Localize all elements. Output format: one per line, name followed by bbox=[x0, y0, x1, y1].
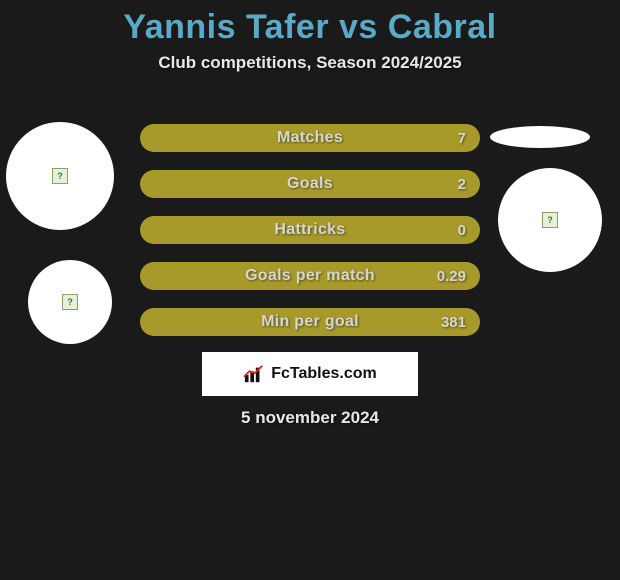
player1-avatar-small: ? bbox=[28, 260, 112, 344]
stat-bar: Min per goal 381 bbox=[140, 308, 480, 336]
stat-bar: Goals per match 0.29 bbox=[140, 262, 480, 290]
stat-bar-label: Matches bbox=[277, 129, 343, 147]
placeholder-icon: ? bbox=[52, 168, 68, 184]
logo-text: FcTables.com bbox=[271, 365, 377, 383]
logo-box: FcTables.com bbox=[202, 352, 418, 396]
stat-bar-value: 0.29 bbox=[437, 268, 466, 285]
stat-bar-value: 0 bbox=[458, 222, 466, 239]
stat-bar: Goals 2 bbox=[140, 170, 480, 198]
stat-bar-label: Hattricks bbox=[274, 221, 345, 239]
player1-avatar-large: ? bbox=[6, 122, 114, 230]
placeholder-icon: ? bbox=[542, 212, 558, 228]
date-text: 5 november 2024 bbox=[0, 408, 620, 428]
stats-bars: Matches 7 Goals 2 Hattricks 0 Goals per match 0… bbox=[140, 124, 480, 354]
stat-bar-label: Goals per match bbox=[245, 267, 375, 285]
stat-bar-value: 2 bbox=[458, 176, 466, 193]
bar-chart-icon bbox=[243, 364, 265, 384]
stat-bar: Matches 7 bbox=[140, 124, 480, 152]
stat-bar-value: 7 bbox=[458, 130, 466, 147]
stat-bar-label: Goals bbox=[287, 175, 333, 193]
placeholder-icon: ? bbox=[62, 294, 78, 310]
player2-shape-ellipse bbox=[490, 126, 590, 148]
page-title: Yannis Tafer vs Cabral bbox=[0, 0, 620, 47]
stat-bar-value: 381 bbox=[441, 314, 466, 331]
player2-avatar: ? bbox=[498, 168, 602, 272]
subtitle: Club competitions, Season 2024/2025 bbox=[0, 53, 620, 73]
stat-bar-label: Min per goal bbox=[261, 313, 359, 331]
stat-bar: Hattricks 0 bbox=[140, 216, 480, 244]
